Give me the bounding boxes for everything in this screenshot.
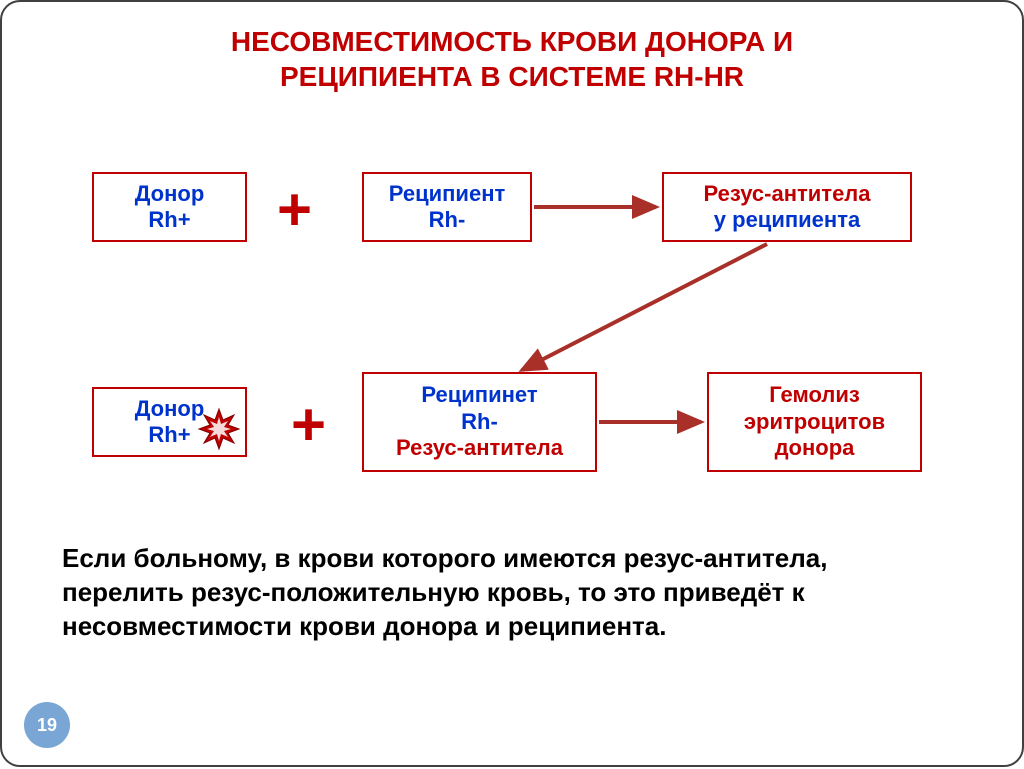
arrow-antibodies-to-recipient2 [522,244,767,370]
burst-icon [197,407,241,451]
bottom-l3: несовместимости крови донора и реципиент… [62,610,962,644]
hemolysis-l3: донора [775,435,855,461]
donor2-l1: Донор [135,396,205,422]
page-number: 19 [37,715,57,736]
slide-title: НЕСОВМЕСТИМОСТЬ КРОВИ ДОНОРА И РЕЦИПИЕНТ… [2,2,1022,94]
page-number-badge: 19 [24,702,70,748]
recipient2-l3: Резус-антитела [396,435,563,461]
recipient1-l1: Реципиент [389,181,506,207]
box-recipient-2: Реципинет Rh- Резус-антитела [362,372,597,472]
antibodies-l2: у реципиента [714,207,860,233]
hemolysis-l2: эритроцитов [744,409,885,435]
donor1-l2: Rh+ [148,207,190,233]
plus-2: + [291,395,326,455]
title-line1: НЕСОВМЕСТИМОСТЬ КРОВИ ДОНОРА И [2,24,1022,59]
recipient2-l1: Реципинет [421,382,537,408]
box-recipient-1: Реципиент Rh- [362,172,532,242]
bottom-l1: Если больному, в крови которого имеются … [62,542,962,576]
box-donor-1: Донор Rh+ [92,172,247,242]
title-line2: РЕЦИПИЕНТА В СИСТЕМЕ RH-HR [2,59,1022,94]
bottom-l2: перелить резус-положительную кровь, то э… [62,576,962,610]
hemolysis-l1: Гемолиз [769,382,860,408]
donor2-l2: Rh+ [148,422,190,448]
donor1-l1: Донор [135,181,205,207]
antibodies-l1: Резус-антитела [703,181,870,207]
box-hemolysis: Гемолиз эритроцитов донора [707,372,922,472]
plus-1: + [277,180,312,240]
recipient1-l2: Rh- [429,207,466,233]
box-antibodies: Резус-антитела у реципиента [662,172,912,242]
recipient2-l2: Rh- [461,409,498,435]
bottom-paragraph: Если больному, в крови которого имеются … [62,542,962,643]
